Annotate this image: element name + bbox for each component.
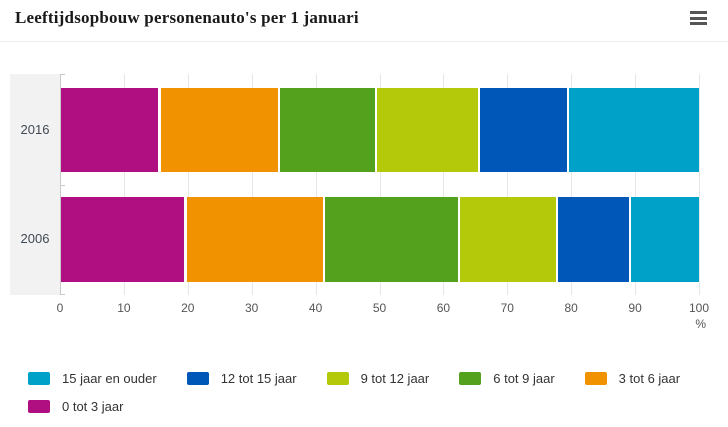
hamburger-bar <box>690 22 707 25</box>
x-axis-unit-label: % <box>695 317 706 331</box>
gridline-100 <box>699 74 700 295</box>
legend-label: 0 tot 3 jaar <box>62 399 124 414</box>
chart-title: Leeftijdsopbouw personenauto's per 1 jan… <box>15 8 359 27</box>
gridline-30 <box>251 74 253 295</box>
bar-segment-2006-0-tot-3-jaar[interactable] <box>60 197 185 282</box>
legend-swatch-icon <box>584 372 607 385</box>
y-axis-tick-0 <box>60 74 65 75</box>
bar-segment-2006-6-tot-9-jaar[interactable] <box>324 197 458 282</box>
x-tick-label-30: 30 <box>245 301 259 315</box>
bar-2006 <box>60 197 699 282</box>
gridline-40 <box>315 74 317 295</box>
legend-item-6-tot-9-jaar[interactable]: 6 tot 9 jaar <box>459 371 555 386</box>
chart-legend: 15 jaar en ouder 12 tot 15 jaar 9 tot 12 j… <box>28 371 713 414</box>
bar-segment-2006-15-jaar-en-ouder[interactable] <box>630 197 699 282</box>
bar-segment-2006-3-tot-6-jaar[interactable] <box>186 197 323 282</box>
bar-segment-2006-9-tot-12-jaar[interactable] <box>459 197 557 282</box>
legend-label: 12 tot 15 jaar <box>220 371 297 386</box>
x-tick-label-0: 0 <box>56 301 64 315</box>
gridline-80 <box>571 74 573 295</box>
bar-segment-2016-15-jaar-en-ouder[interactable] <box>569 88 699 172</box>
bar-segment-2016-9-tot-12-jaar[interactable] <box>376 88 478 172</box>
legend-label: 3 tot 6 jaar <box>618 371 681 386</box>
legend-item-12-tot-15-jaar[interactable]: 12 tot 15 jaar <box>186 371 297 386</box>
x-tick-label-70: 70 <box>500 301 514 315</box>
x-tick-label-90: 90 <box>628 301 642 315</box>
gridline-70 <box>507 74 509 295</box>
legend-label: 15 jaar en ouder <box>62 371 157 386</box>
legend-label: 9 tot 12 jaar <box>360 371 430 386</box>
legend-swatch-icon <box>459 372 482 385</box>
bar-segment-2016-6-tot-9-jaar[interactable] <box>279 88 375 172</box>
chart-header: Leeftijdsopbouw personenauto's per 1 jan… <box>0 0 728 42</box>
x-tick-label-10: 10 <box>117 301 131 315</box>
hamburger-bar <box>690 16 707 20</box>
gridline-20 <box>187 74 189 295</box>
legend-swatch-icon <box>28 400 50 413</box>
y-axis-tick-1 <box>60 184 65 186</box>
legend-item-9-tot-12-jaar[interactable]: 9 tot 12 jaar <box>326 371 430 386</box>
legend-swatch-icon <box>326 372 349 385</box>
legend-swatch-icon <box>186 372 209 385</box>
bar-2016 <box>60 88 699 172</box>
legend-item-3-tot-6-jaar[interactable]: 3 tot 6 jaar <box>584 371 681 386</box>
bar-segment-2016-12-tot-15-jaar[interactable] <box>479 88 567 172</box>
legend-item-0-tot-3-jaar[interactable]: 0 tot 3 jaar <box>28 399 123 414</box>
bar-segment-2016-3-tot-6-jaar[interactable] <box>160 88 278 172</box>
category-label-2016: 2016 <box>20 122 50 137</box>
bar-segment-2016-0-tot-3-jaar[interactable] <box>60 88 159 172</box>
x-tick-label-60: 60 <box>436 301 451 315</box>
legend-label: 6 tot 9 jaar <box>493 371 555 386</box>
x-tick-label-40: 40 <box>308 301 323 315</box>
hamburger-menu-icon[interactable] <box>690 11 707 25</box>
y-axis-tick-2 <box>60 294 65 295</box>
gridline-50 <box>379 74 381 295</box>
bar-segment-2006-12-tot-15-jaar[interactable] <box>558 197 629 282</box>
legend-swatch-icon <box>28 372 50 385</box>
y-axis-band <box>10 74 61 295</box>
gridline-60 <box>443 74 445 295</box>
x-tick-label-20: 20 <box>181 301 195 315</box>
gridline-10 <box>123 74 125 295</box>
hamburger-bar <box>690 11 707 14</box>
category-label-2006: 2006 <box>20 231 50 246</box>
x-tick-label-50: 50 <box>372 301 387 315</box>
legend-item-15-jaar-en-ouder[interactable]: 15 jaar en ouder <box>28 371 157 386</box>
x-tick-label-80: 80 <box>564 301 578 315</box>
gridline-90 <box>635 74 637 295</box>
x-tick-label-100: 100 <box>688 301 710 315</box>
